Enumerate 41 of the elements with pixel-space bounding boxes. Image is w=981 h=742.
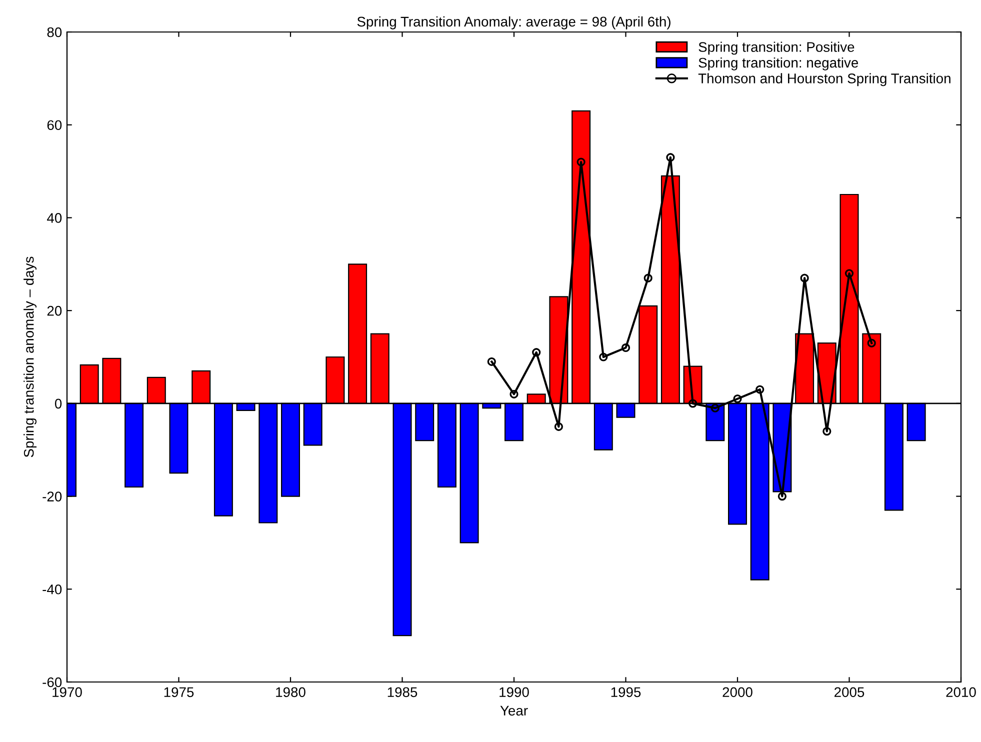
- y-tick-label: -40: [42, 584, 62, 594]
- x-axis-title: Year: [500, 706, 528, 716]
- point: [778, 492, 787, 501]
- x-tick-label: 1990: [500, 687, 529, 698]
- point: [644, 274, 652, 282]
- point: [666, 153, 675, 162]
- point: [688, 399, 698, 408]
- y-tick-label: 40: [47, 213, 62, 223]
- point: [710, 404, 720, 412]
- point: [867, 338, 876, 348]
- x-tick-label: 2010: [946, 687, 976, 698]
- y-tick-label: -60: [42, 677, 62, 688]
- point: [487, 357, 496, 366]
- point: [621, 343, 630, 352]
- point: [800, 274, 809, 282]
- y-tick-label: 0: [54, 398, 62, 409]
- point: [532, 348, 541, 357]
- legend-label: Thomson and Hourston Spring Transition: [698, 73, 950, 86]
- point: [822, 426, 832, 436]
- x-tick-label: 1980: [276, 687, 306, 698]
- y-tick-label: 60: [47, 120, 62, 130]
- x-tick-label: 2005: [834, 687, 864, 698]
- y-tick-label: -20: [42, 492, 62, 502]
- point: [599, 352, 608, 362]
- y-tick-label: 20: [47, 306, 62, 316]
- point: [756, 385, 764, 394]
- point: [844, 269, 854, 278]
- y-tick-label: 80: [47, 27, 62, 38]
- x-tick-label: 1970: [52, 687, 82, 698]
- chart-title: Spring Transition Anomaly: average = 98 (April 6th): [357, 16, 670, 30]
- y-axis-title: Spring transition anomaly – days: [24, 256, 37, 458]
- x-tick-label: 2000: [722, 687, 752, 698]
- point: [576, 158, 586, 166]
- x-tick-label: 1975: [164, 687, 194, 698]
- point: [510, 390, 518, 398]
- x-tick-label: 1985: [388, 687, 418, 698]
- x-tick-label: 1995: [611, 687, 641, 698]
- legend-label: Spring transition: Positive: [698, 42, 854, 55]
- point: [554, 422, 564, 431]
- point: [733, 394, 742, 404]
- legend-label: Spring transition: negative: [698, 57, 858, 70]
